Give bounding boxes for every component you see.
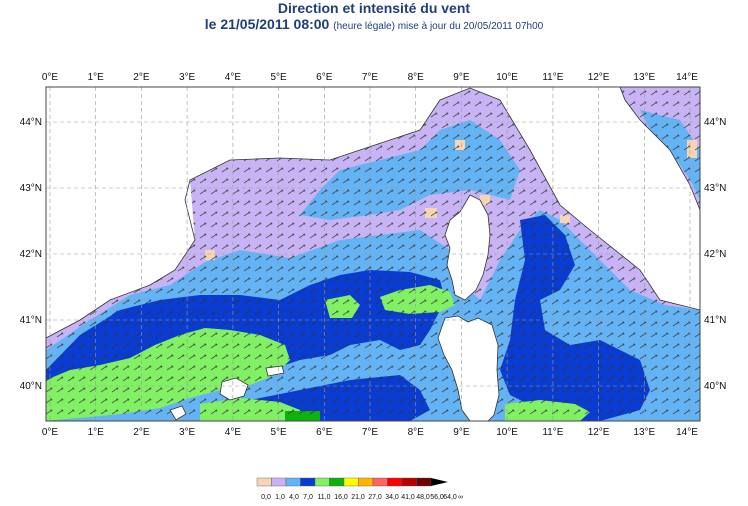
lon-axis-bottom: 0°E 1°E 2°E 3°E 4°E 5°E 6°E 7°E 8°E 9°E … xyxy=(42,427,698,438)
lat-tick: 43°N xyxy=(20,183,42,194)
legend-label: 7,0 xyxy=(303,494,313,501)
legend-swatch xyxy=(416,477,432,487)
legend-label: 1,0 xyxy=(275,494,285,501)
legend-label: 27,0 xyxy=(368,494,382,501)
lon-tick: 11°E xyxy=(542,427,563,438)
legend-label: 56,0 xyxy=(430,494,444,501)
lat-axis-left: 44°N 43°N 42°N 41°N 40°N xyxy=(20,117,42,392)
lon-axis-top: 0°E 1°E 2°E 3°E 4°E 5°E 6°E 7°E 8°E 9°E … xyxy=(42,72,698,83)
legend-swatch xyxy=(300,477,316,487)
legend-swatch xyxy=(314,477,330,487)
lon-tick: 5°E xyxy=(270,427,287,438)
graticule xyxy=(46,87,700,421)
lon-tick: 7°E xyxy=(362,427,379,438)
legend-label: 16,0 xyxy=(334,494,348,501)
legend-swatch xyxy=(358,477,374,487)
lon-tick: 6°E xyxy=(316,72,333,83)
legend-label: 34,0 xyxy=(385,494,399,501)
legend-swatch xyxy=(256,477,272,487)
lon-tick: 13°E xyxy=(633,72,655,83)
lat-tick: 42°N xyxy=(704,249,726,260)
lat-tick: 40°N xyxy=(704,381,726,392)
legend-swatch xyxy=(343,477,359,487)
lon-tick: 14°E xyxy=(676,427,698,438)
lon-tick: 11°E xyxy=(542,72,563,83)
map-title: Direction et intensité du vent xyxy=(277,0,471,16)
land-mallorca xyxy=(219,377,249,401)
lon-tick: 4°E xyxy=(225,72,242,83)
land-corsica xyxy=(444,194,491,301)
coastline-ne xyxy=(619,87,700,211)
lat-tick: 41°N xyxy=(704,315,726,326)
lon-tick: 1°E xyxy=(88,72,105,83)
lat-tick: 40°N xyxy=(20,381,42,392)
lon-tick: 12°E xyxy=(588,72,610,83)
lat-tick: 44°N xyxy=(20,117,42,128)
legend-swatch xyxy=(401,477,417,487)
legend-swatch xyxy=(372,477,388,487)
land-iberia xyxy=(46,87,195,338)
lon-tick: 9°E xyxy=(453,72,470,83)
lon-tick: 1°E xyxy=(88,427,105,438)
lon-tick: 7°E xyxy=(362,72,379,83)
land-menorca xyxy=(265,365,285,377)
lon-tick: 10°E xyxy=(496,72,518,83)
plot-frame xyxy=(45,86,701,422)
legend-label: 11,0 xyxy=(317,494,330,501)
coastline xyxy=(46,87,700,339)
legend-label: 41,0 xyxy=(401,494,415,501)
legend-label: ∞ xyxy=(458,494,463,501)
lon-tick: 14°E xyxy=(676,72,698,83)
lon-tick: 0°E xyxy=(42,427,59,438)
legend-label: 0,0 xyxy=(261,494,271,501)
legend-label: 48,0 xyxy=(416,494,430,501)
land-france xyxy=(190,87,440,180)
legend-label: 4,0 xyxy=(289,494,299,501)
lon-tick: 6°E xyxy=(316,427,333,438)
lon-tick: 12°E xyxy=(588,427,610,438)
lon-tick: 4°E xyxy=(225,427,242,438)
lon-tick: 3°E xyxy=(179,427,196,438)
lat-tick: 42°N xyxy=(20,249,42,260)
forecast-date: le 21/05/2011 08:00 xyxy=(204,16,330,32)
map-subtitle: le 21/05/2011 08:00 (heure légale) mise … xyxy=(0,16,748,32)
lon-tick: 5°E xyxy=(270,72,287,83)
lat-tick: 44°N xyxy=(704,117,726,128)
lat-axis-right: 44°N 43°N 42°N 41°N 40°N xyxy=(704,117,726,392)
lon-tick: 13°E xyxy=(633,427,655,438)
legend-label: 64,0 xyxy=(443,494,457,501)
lon-tick: 3°E xyxy=(179,72,196,83)
legend-swatch xyxy=(271,477,287,487)
lat-tick: 41°N xyxy=(20,315,42,326)
legend: 0,0 1,0 4,0 7,0 11,0 16,0 21,0 27,0 34,0… xyxy=(256,477,463,501)
legend-label: 21,0 xyxy=(351,494,365,501)
legend-swatch xyxy=(285,477,301,487)
land-ibiza xyxy=(169,405,187,421)
lon-tick: 10°E xyxy=(496,427,518,438)
lon-tick: 8°E xyxy=(408,427,425,438)
update-note: (heure légale) mise à jour du 20/05/2011… xyxy=(333,21,544,32)
lon-tick: 9°E xyxy=(453,427,470,438)
wind-field xyxy=(46,87,700,421)
lon-tick: 2°E xyxy=(133,427,150,438)
land-sardinia xyxy=(437,315,500,421)
legend-swatch xyxy=(387,477,403,487)
lat-tick: 43°N xyxy=(704,183,726,194)
legend-arrow-swatch xyxy=(431,478,448,486)
wind-arrows-ne xyxy=(620,87,700,210)
lon-tick: 0°E xyxy=(42,72,59,83)
wind-arrows xyxy=(46,88,700,421)
lon-tick: 8°E xyxy=(408,72,425,83)
lon-tick: 2°E xyxy=(133,72,150,83)
legend-swatch xyxy=(329,477,345,487)
